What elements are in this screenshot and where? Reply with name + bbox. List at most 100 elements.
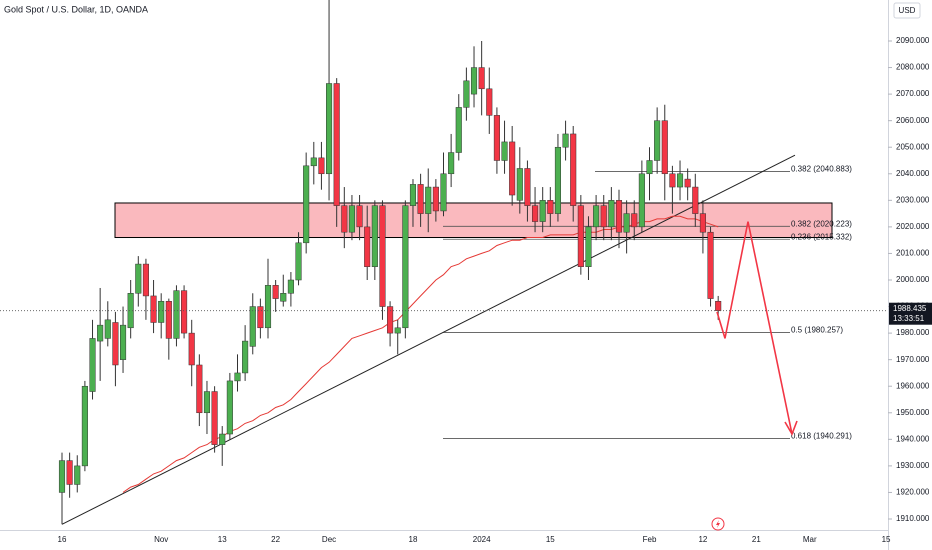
- candle-body: [303, 165, 310, 244]
- y-tick-label: 2030.000: [896, 195, 930, 204]
- candle-body: [295, 242, 302, 281]
- fib-label: 0.382 (2020.223): [791, 219, 852, 228]
- candle-body: [249, 306, 256, 347]
- last-price-box: [889, 302, 932, 325]
- candle-body: [669, 173, 676, 188]
- candle-body: [142, 263, 149, 297]
- candle-body: [257, 306, 264, 329]
- fib-label: 0.382 (2040.883): [791, 165, 852, 174]
- x-tick-label: 18: [409, 535, 418, 544]
- plot-area: 0.382 (2040.883) 0.382 (2020.223) 0.236 (2…: [58, 0, 852, 525]
- candle-body: [654, 120, 661, 161]
- candle-body: [104, 319, 111, 339]
- candle-body: [379, 205, 386, 307]
- candle-body: [524, 168, 531, 206]
- candle-body: [226, 380, 233, 435]
- projection-path: [716, 221, 793, 435]
- candle-body: [74, 465, 81, 485]
- candle-body: [692, 186, 699, 214]
- last-price-label: 1988.435: [893, 304, 927, 313]
- y-tick-label: 2010.000: [896, 249, 930, 258]
- candle-body: [440, 173, 447, 212]
- fib-label: 0.236 (2015.332): [791, 232, 852, 241]
- y-tick-label: 1970.000: [896, 355, 930, 364]
- y-tick-label: 2000.000: [896, 275, 930, 284]
- candle-body: [448, 152, 455, 175]
- candle-body: [600, 205, 607, 228]
- candle-body: [470, 67, 478, 95]
- y-tick-label: 1920.000: [896, 488, 930, 497]
- y-tick-label: 2040.000: [896, 169, 930, 178]
- candle-body: [387, 306, 394, 334]
- candle-body: [81, 385, 88, 467]
- x-tick-label: 12: [698, 535, 707, 544]
- candle-body: [333, 83, 340, 206]
- candle-body: [112, 322, 119, 366]
- candle-body: [280, 293, 287, 302]
- candle-body: [593, 205, 600, 228]
- candle-body: [532, 205, 539, 222]
- candle-body: [516, 168, 523, 201]
- candle-body: [676, 173, 684, 188]
- x-tick-label: 22: [271, 535, 280, 544]
- candle-body: [402, 205, 409, 329]
- candle-body: [463, 80, 470, 108]
- x-tick-label: Feb: [643, 535, 657, 544]
- candle-body: [310, 157, 317, 167]
- candle-body: [348, 205, 355, 233]
- candle-body: [684, 178, 691, 188]
- candle-body: [638, 173, 645, 228]
- x-tick-label: 16: [58, 535, 67, 544]
- candle-body: [615, 200, 623, 233]
- x-tick-label: 15: [546, 535, 555, 544]
- y-tick-label: 2090.000: [896, 36, 930, 45]
- candle-body: [417, 184, 424, 214]
- candle-body: [646, 160, 653, 175]
- candle-body: [364, 226, 371, 267]
- y-tick-label: 2050.000: [896, 142, 930, 151]
- candle-body: [341, 205, 348, 233]
- candle-body: [371, 205, 378, 267]
- currency[interactable]: USD: [899, 6, 916, 15]
- y-tick-label: 2020.000: [896, 222, 930, 231]
- candle-body: [287, 279, 294, 294]
- candle-body: [554, 146, 562, 214]
- candle-body: [394, 327, 401, 334]
- candle-body: [585, 226, 592, 267]
- candle-body: [97, 324, 104, 342]
- candle-body: [425, 186, 432, 214]
- candle-body: [242, 340, 249, 374]
- x-tick-label: 13: [218, 535, 227, 544]
- y-tick-label: 1950.000: [896, 408, 930, 417]
- candle-body: [181, 290, 188, 334]
- candle-body: [272, 285, 279, 299]
- x-tick-label: 2024: [473, 535, 491, 544]
- candle-body: [173, 290, 180, 339]
- currency-box[interactable]: [893, 2, 921, 19]
- candle-body: [196, 364, 203, 414]
- projection-arrowhead: [784, 420, 798, 436]
- candle-body: [432, 186, 439, 212]
- countdown-label: 13:33:51: [893, 314, 925, 323]
- candle-body: [577, 205, 584, 267]
- candle-body: [493, 115, 500, 161]
- fib-label: 0.618 (1940.291): [791, 432, 852, 441]
- candle-body: [158, 300, 165, 323]
- candle-body: [211, 391, 218, 445]
- candle-body: [119, 324, 127, 360]
- candle-body: [539, 200, 546, 222]
- y-tick-label: 1930.000: [896, 461, 930, 470]
- lightning-icon[interactable]: [711, 517, 725, 531]
- chart-title: Gold Spot / U.S. Dollar, 1D, OANDA: [4, 4, 148, 14]
- y-tick-label: 1940.000: [896, 434, 930, 443]
- candle-body: [356, 205, 363, 228]
- candle-body: [509, 141, 516, 196]
- candle-body: [219, 433, 226, 445]
- candle-body: [135, 263, 142, 294]
- candle-body: [203, 391, 211, 414]
- candle-body: [562, 133, 569, 148]
- candle-body: [234, 372, 241, 382]
- candle-body: [631, 213, 638, 228]
- candle-body: [264, 285, 272, 329]
